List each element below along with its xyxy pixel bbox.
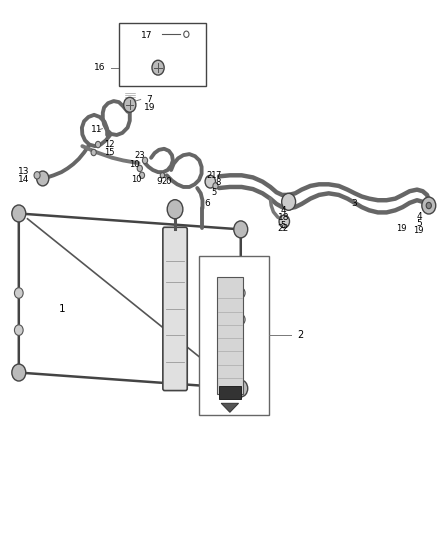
Circle shape [234, 380, 248, 397]
Circle shape [282, 193, 296, 211]
Text: 5: 5 [417, 219, 422, 228]
Text: 23: 23 [134, 151, 145, 160]
Text: 19: 19 [396, 224, 407, 233]
Text: 15: 15 [104, 148, 115, 157]
FancyBboxPatch shape [163, 227, 187, 391]
Circle shape [205, 175, 215, 188]
Circle shape [234, 221, 248, 238]
Text: 22: 22 [278, 224, 289, 233]
Circle shape [14, 325, 23, 335]
Text: 20: 20 [162, 177, 172, 186]
Circle shape [34, 172, 40, 179]
Text: 16: 16 [94, 63, 105, 72]
Text: 10: 10 [131, 174, 141, 183]
Circle shape [95, 141, 101, 148]
Circle shape [184, 31, 189, 37]
Text: 3: 3 [351, 199, 357, 208]
Circle shape [167, 200, 183, 219]
Text: 4: 4 [281, 206, 286, 215]
Text: 14: 14 [18, 174, 30, 183]
Bar [119, 22, 206, 86]
Text: 21: 21 [206, 171, 216, 180]
Text: 2: 2 [297, 330, 304, 341]
Circle shape [237, 288, 245, 298]
Circle shape [160, 173, 165, 178]
Circle shape [14, 288, 23, 298]
Text: 6: 6 [204, 199, 210, 208]
Text: 10: 10 [129, 160, 139, 169]
Circle shape [422, 197, 436, 214]
Text: 9: 9 [156, 177, 162, 186]
Text: 12: 12 [104, 140, 115, 149]
Circle shape [12, 364, 26, 381]
Text: 5: 5 [281, 221, 286, 230]
Circle shape [426, 203, 431, 209]
Circle shape [12, 205, 26, 222]
Bar [217, 277, 243, 394]
Circle shape [124, 98, 136, 112]
Text: 13: 13 [18, 166, 30, 175]
Text: 4: 4 [417, 212, 422, 221]
Circle shape [91, 149, 96, 156]
Circle shape [213, 183, 218, 189]
Text: 17: 17 [141, 31, 152, 41]
Circle shape [279, 215, 290, 228]
Text: 5: 5 [211, 188, 216, 197]
Bar [199, 256, 269, 415]
Circle shape [37, 171, 49, 186]
Text: 19: 19 [144, 103, 155, 112]
Text: 19: 19 [413, 226, 424, 235]
Circle shape [152, 60, 164, 75]
Text: 1: 1 [59, 304, 66, 314]
Polygon shape [221, 403, 239, 413]
Circle shape [142, 157, 148, 164]
Text: 8: 8 [215, 178, 221, 187]
Bar [219, 386, 241, 399]
Text: 18: 18 [278, 213, 289, 222]
Circle shape [237, 314, 245, 325]
Text: 11: 11 [91, 125, 102, 134]
Text: 7: 7 [215, 171, 221, 180]
Circle shape [137, 165, 142, 172]
Text: 7: 7 [146, 95, 152, 104]
Circle shape [139, 172, 145, 179]
